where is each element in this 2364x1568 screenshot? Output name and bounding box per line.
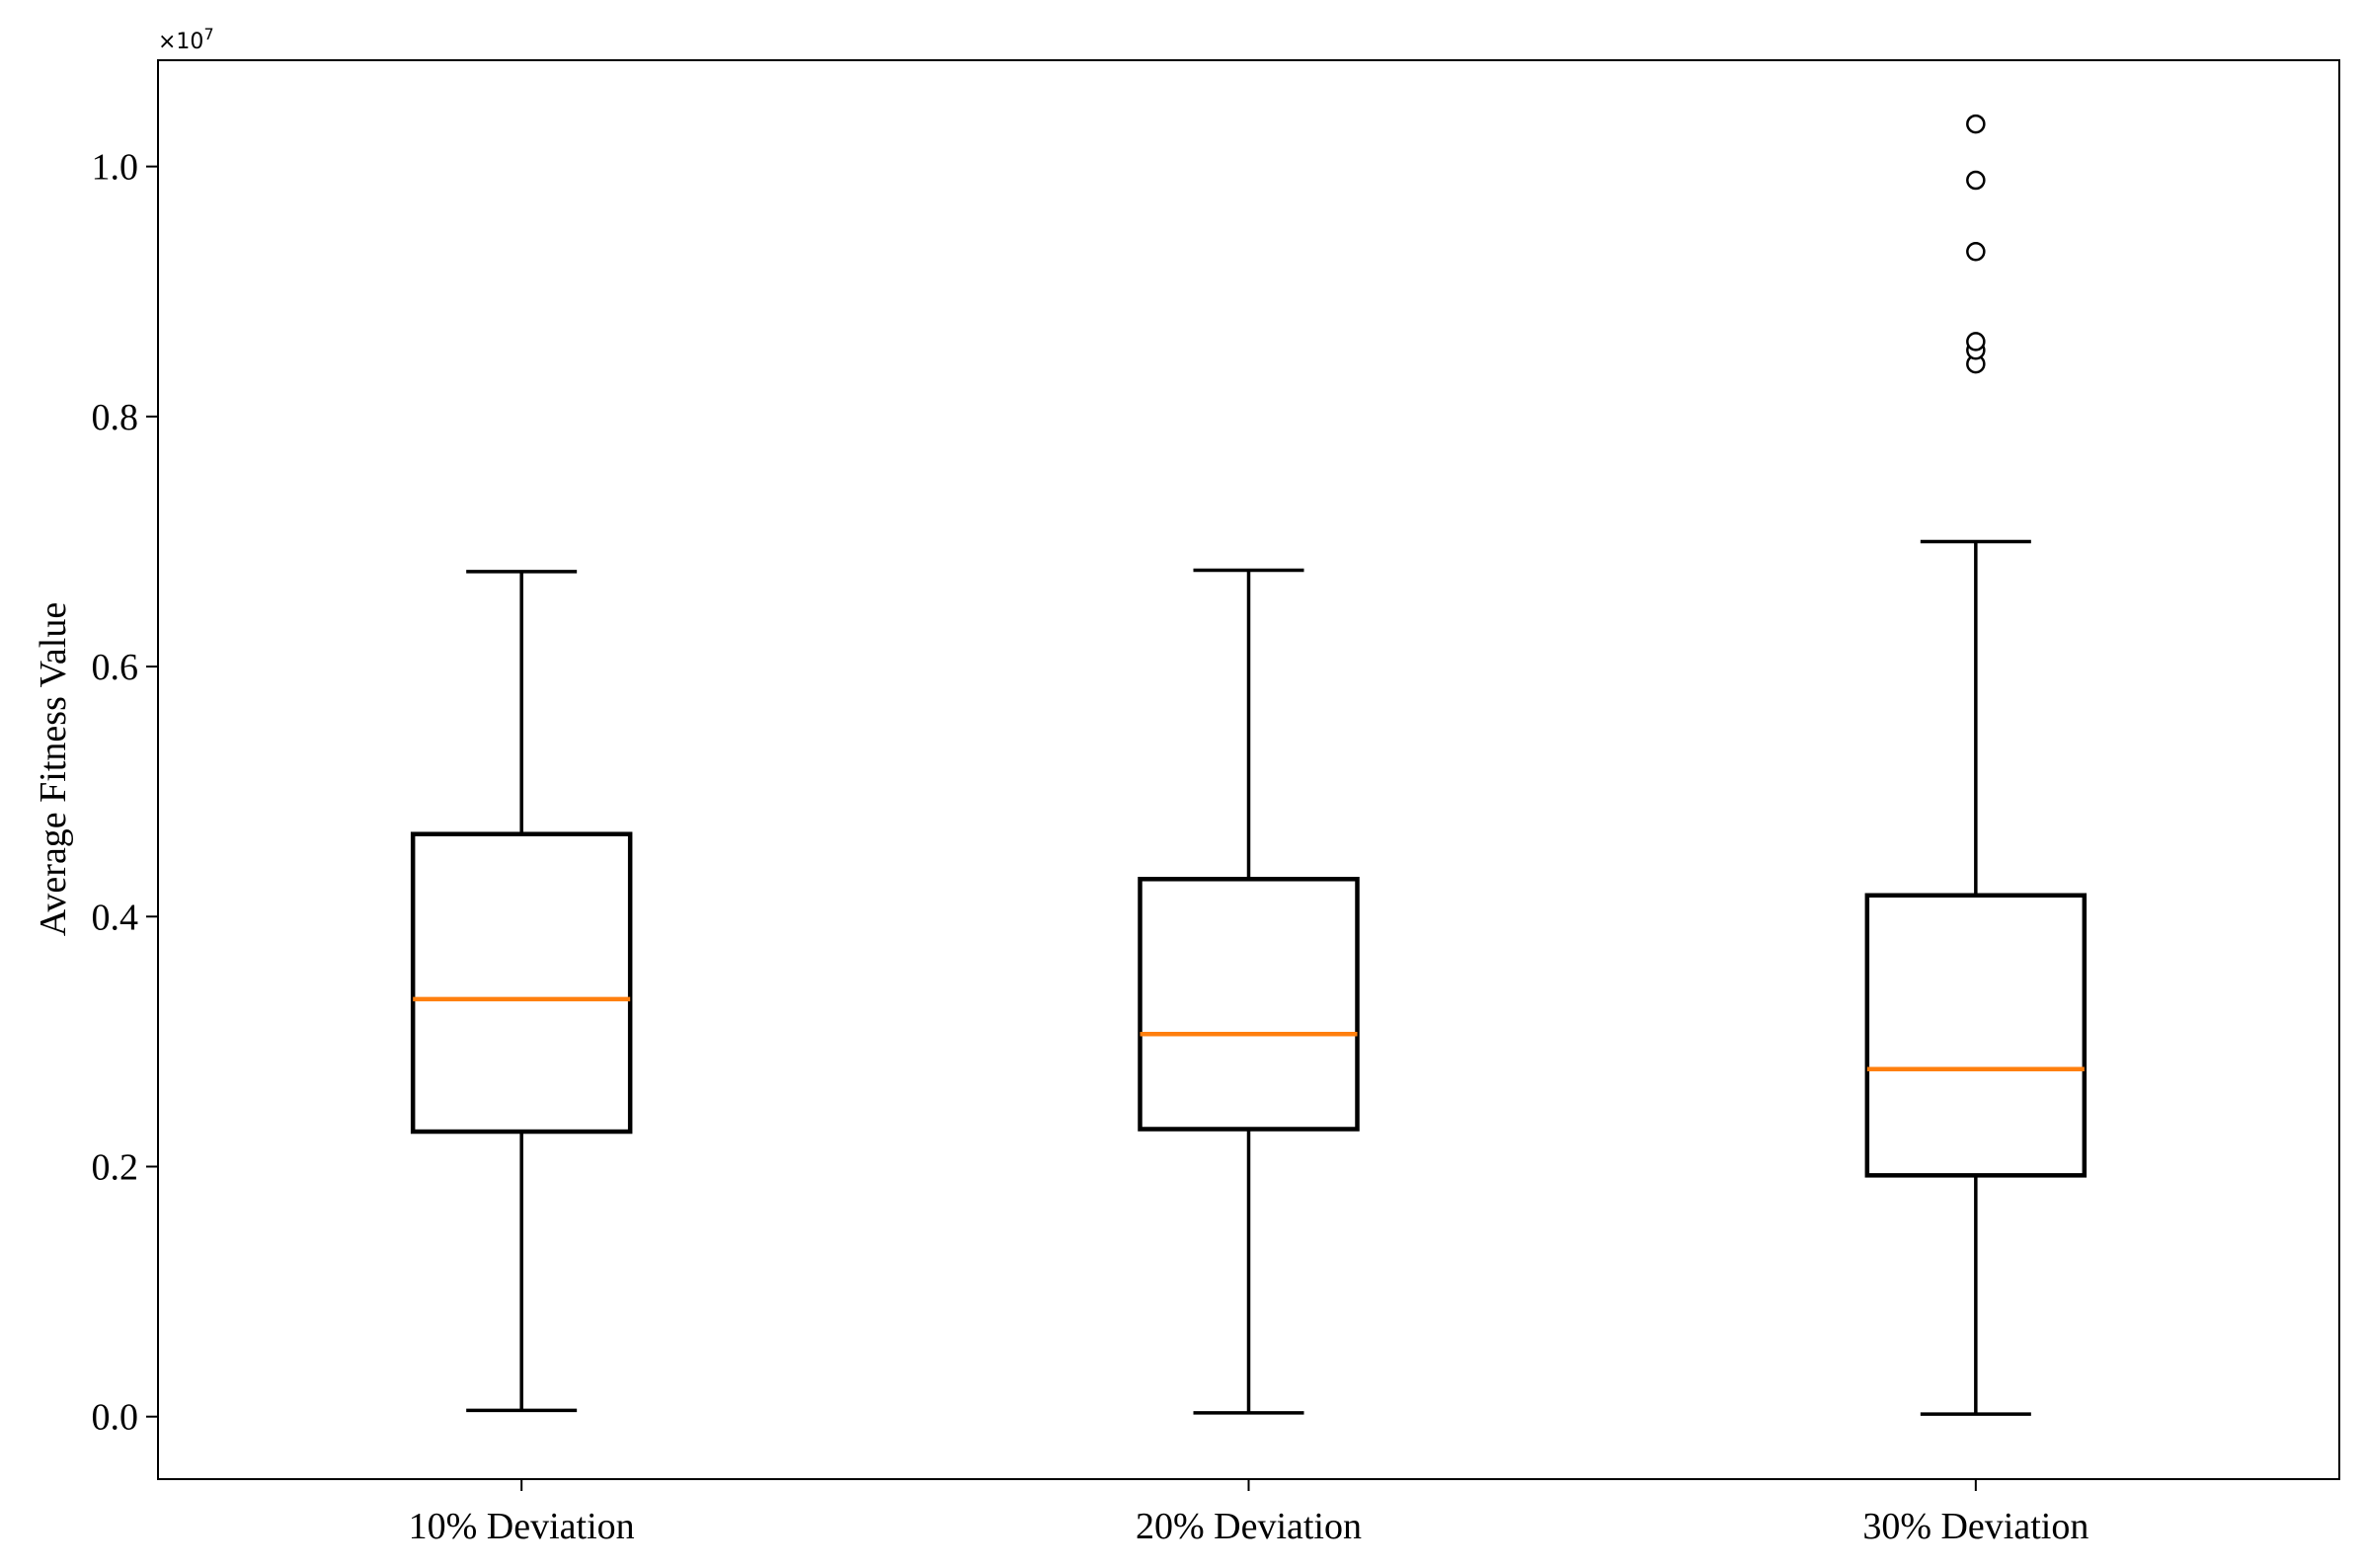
box-group bbox=[410, 570, 633, 1413]
box-group bbox=[1138, 568, 1360, 1415]
iqr-box bbox=[410, 831, 633, 1135]
iqr-box bbox=[1864, 893, 2088, 1178]
y-tick-label: 0.0 bbox=[92, 1397, 139, 1439]
y-axis: 0.0 0.2 0.4 0.6 0.8 1.0 bbox=[92, 147, 158, 1439]
y-tick-label: 0.2 bbox=[92, 1146, 139, 1188]
outlier-point bbox=[1966, 241, 1986, 262]
y-tick-label: 0.4 bbox=[92, 897, 139, 938]
box-group bbox=[1864, 114, 2088, 1416]
y-axis-label: Average Fitness Value bbox=[33, 602, 74, 936]
y-axis-multiplier: ×107 bbox=[158, 25, 214, 54]
x-tick-label: 10% Deviation bbox=[409, 1506, 635, 1547]
x-tick-label: 30% Deviation bbox=[1862, 1506, 2088, 1547]
y-tick-label: 1.0 bbox=[92, 147, 139, 189]
y-axis-multiplier-base: ×10 bbox=[158, 30, 203, 54]
x-tick-label: 20% Deviation bbox=[1136, 1506, 1362, 1547]
x-axis: 10% Deviation 20% Deviation 30% Deviation bbox=[409, 1479, 2088, 1547]
iqr-box bbox=[1138, 877, 1360, 1132]
y-tick-label: 0.8 bbox=[92, 397, 139, 438]
outlier-point bbox=[1966, 332, 1986, 352]
outlier-point bbox=[1966, 170, 1986, 191]
y-tick-label: 0.6 bbox=[92, 647, 139, 688]
outlier-point bbox=[1966, 114, 1986, 134]
y-axis-multiplier-exponent: 7 bbox=[203, 25, 213, 43]
plot-marks bbox=[410, 114, 2088, 1416]
